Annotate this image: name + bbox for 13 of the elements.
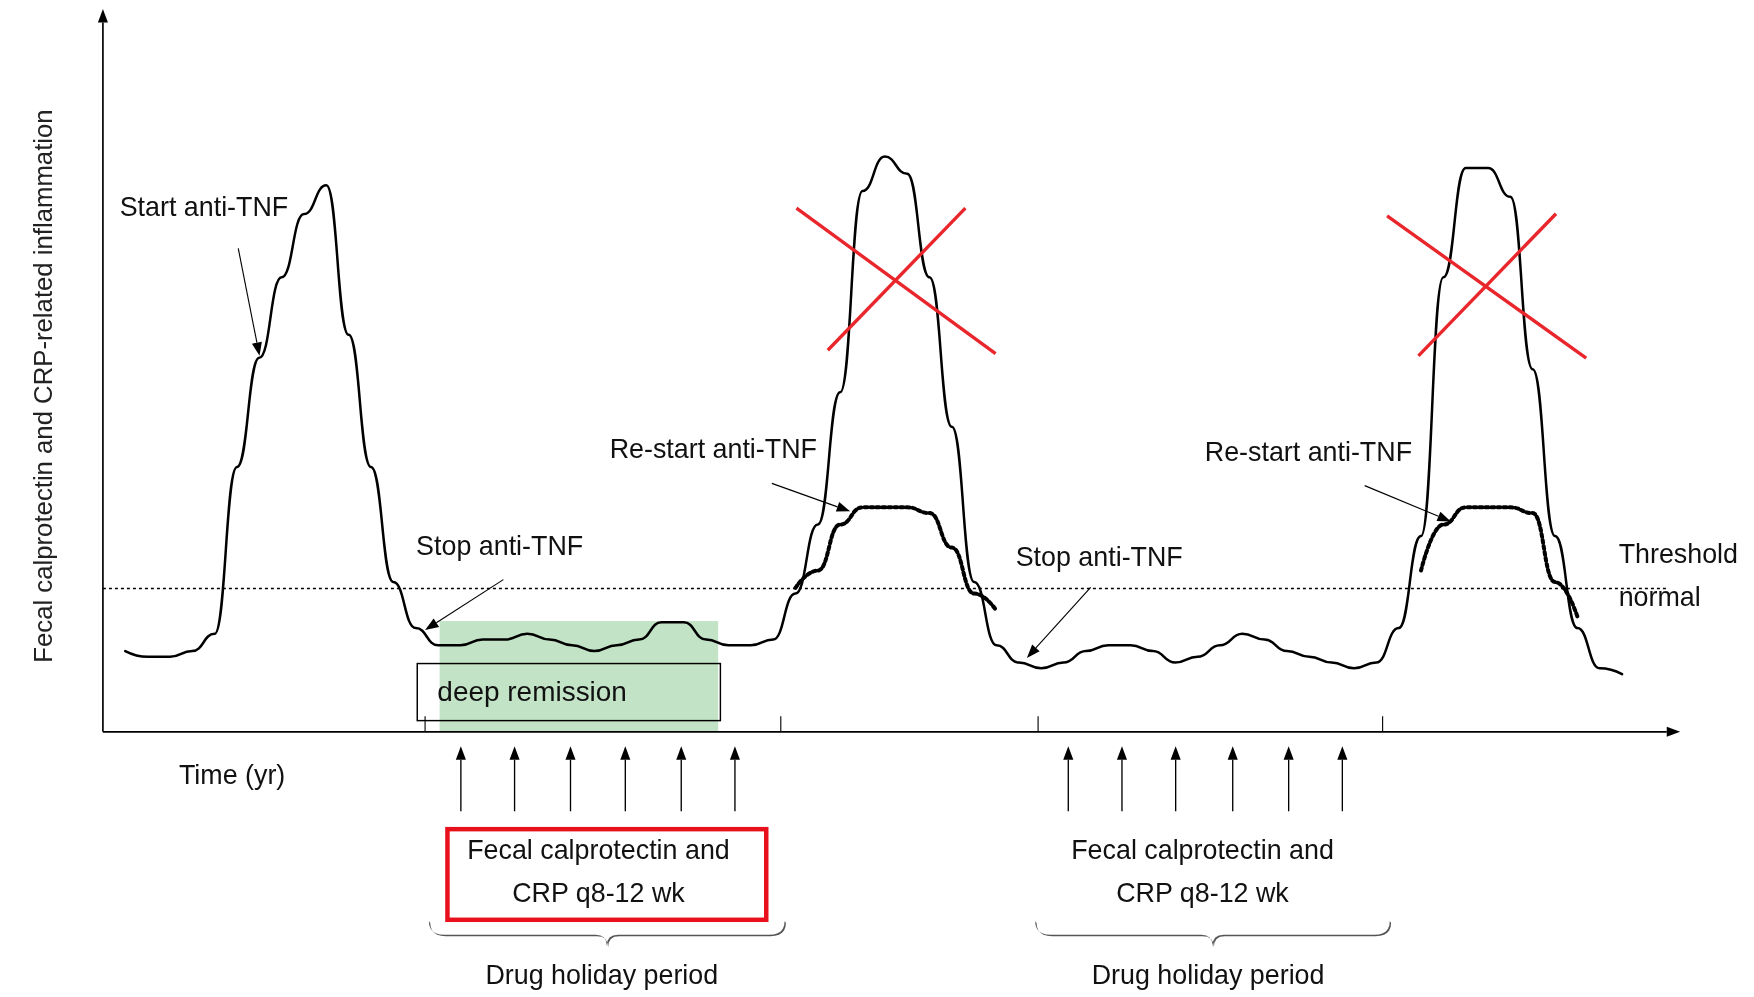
annotation: deep remission: [437, 676, 627, 708]
text: Drug holiday period: [485, 959, 719, 990]
annotation: Stop anti-TNF: [416, 531, 584, 562]
text: Fecal calprotectin and CRP q8-12 wk: [1071, 835, 1334, 909]
y-axis-title: Fecal calprotectin and CRP-related inflammation: [28, 109, 57, 663]
ref-line-label: Threshold normal: [1618, 538, 1738, 612]
x-axis-title: Time (yr): [178, 759, 286, 790]
text: Drug holiday period: [1091, 959, 1325, 990]
annotation: Stop anti-TNF: [1015, 542, 1183, 573]
text: Fecal calprotectin and CRP q8-12 wk: [467, 835, 730, 909]
annotation: Start anti-TNF: [119, 192, 289, 223]
annotation: Re-start anti-TNF: [1204, 437, 1413, 468]
annotation: Re-start anti-TNF: [609, 434, 817, 465]
